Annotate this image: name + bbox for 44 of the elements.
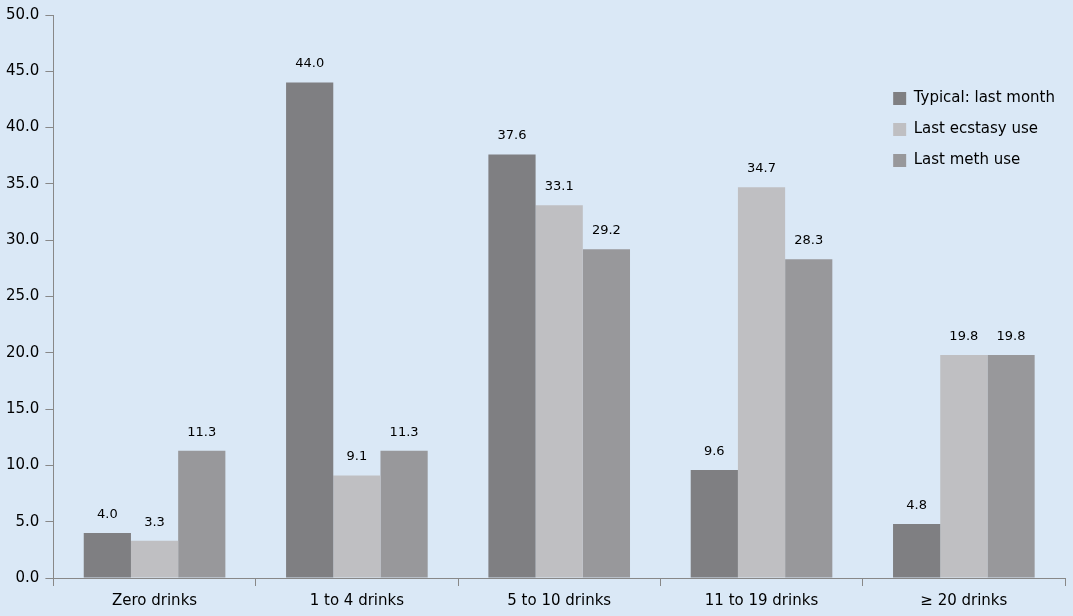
data-label: 4.8	[906, 496, 927, 512]
y-tick-label: 25.0	[5, 286, 40, 305]
data-label: 37.6	[497, 127, 527, 143]
data-label: 44.0	[295, 55, 325, 71]
data-label: 3.3	[144, 513, 165, 529]
y-tick-label: 20.0	[5, 342, 40, 361]
x-tick-label: 11 to 19 drinks	[704, 590, 819, 609]
data-label: 28.3	[794, 232, 824, 248]
data-label: 9.1	[346, 448, 368, 464]
bar	[178, 450, 226, 578]
y-tick-label: 10.0	[5, 455, 40, 474]
bar	[333, 475, 381, 578]
legend-label: Last ecstasy use	[913, 119, 1039, 138]
x-tick-label: 5 to 10 drinks	[507, 590, 612, 609]
bar	[940, 355, 988, 578]
y-tick-label: 35.0	[5, 173, 40, 192]
data-label: 4.0	[97, 505, 118, 521]
x-tick-label: ≥ 20 drinks	[920, 590, 1008, 609]
data-label: 11.3	[389, 423, 419, 439]
y-tick-label: 45.0	[5, 61, 40, 80]
data-label: 11.3	[187, 423, 217, 439]
y-tick-label: 40.0	[5, 117, 40, 136]
y-tick-label: 0.0	[15, 567, 40, 586]
data-label: 34.7	[747, 160, 776, 176]
bar	[987, 355, 1035, 578]
y-tick-label: 5.0	[15, 511, 40, 530]
y-tick-label: 15.0	[5, 398, 40, 417]
legend-label: Last meth use	[913, 150, 1021, 169]
bar	[582, 249, 631, 578]
y-tick-label: 50.0	[5, 4, 40, 23]
bar	[380, 450, 428, 578]
bar	[737, 187, 786, 578]
data-label: 9.6	[703, 442, 725, 458]
bar	[535, 205, 583, 578]
data-label: 29.2	[591, 222, 621, 238]
data-label: 19.8	[949, 327, 979, 343]
x-tick-label: Zero drinks	[111, 590, 198, 609]
bar	[130, 540, 179, 578]
bar	[785, 259, 833, 578]
data-label: 19.8	[996, 327, 1026, 343]
x-tick-label: 1 to 4 drinks	[309, 590, 405, 609]
y-tick-label: 30.0	[5, 230, 40, 249]
data-label: 33.1	[544, 178, 574, 194]
legend-label: Typical: last month	[912, 88, 1055, 107]
